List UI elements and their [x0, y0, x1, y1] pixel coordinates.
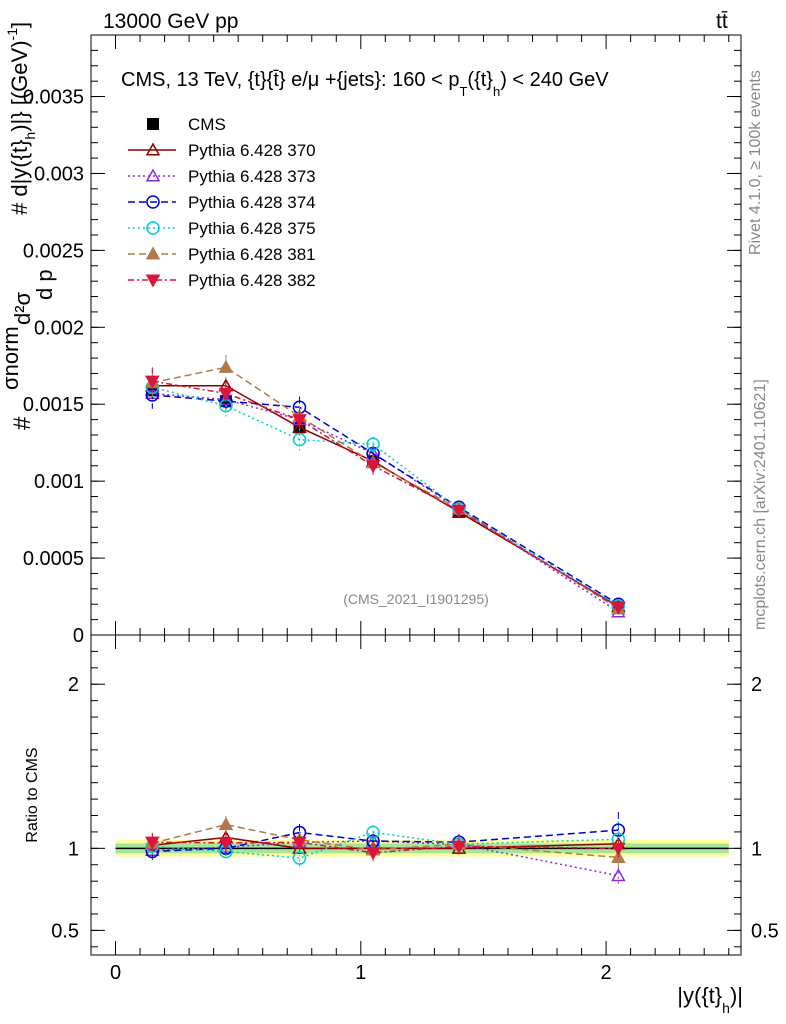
y-label-top: # d|y({t}h)|} [(GeV)-1]: [4, 22, 38, 215]
series-line: [152, 380, 619, 608]
x-tick-label: 1: [355, 962, 366, 984]
series-point: [292, 432, 307, 447]
ratio-series-line: [152, 836, 619, 850]
ratio-point: [292, 851, 307, 865]
series-line: [152, 392, 619, 613]
ratio-y-tick-label-right: 1: [751, 838, 762, 860]
ratio-y-label: Ratio to CMS: [24, 747, 41, 842]
series-point: [292, 419, 307, 433]
y-tick-label: 0.003: [34, 163, 84, 185]
ratio-point: [218, 817, 234, 831]
legend-label: Pythia 6.428 381: [188, 245, 316, 264]
y-label-hash: #: [9, 416, 36, 430]
ratio-point: [451, 840, 467, 854]
legend-label: Pythia 6.428 373: [188, 167, 316, 186]
ratio-series-line: [152, 829, 619, 853]
series-line: [152, 385, 619, 608]
legend-marker: [145, 168, 161, 182]
x-axis-label: |y({t}h)|: [677, 983, 743, 1016]
y-label-norm: σnorm: [0, 326, 23, 390]
ratio-point: [366, 825, 380, 840]
header-left: 13000 GeV pp: [103, 10, 238, 33]
y-tick-label: 0.0015: [23, 394, 84, 416]
legend-label: Pythia 6.428 375: [188, 219, 316, 238]
series-point: [218, 359, 234, 373]
ratio-y-tick-label: 0.5: [51, 920, 79, 942]
x-tick-label: 2: [601, 962, 612, 984]
ratio-point: [611, 868, 626, 882]
y-label-den: d p: [32, 269, 57, 300]
ratio-point: [218, 837, 234, 851]
series-point: [611, 601, 626, 615]
y-axis-label: # σnorm d²σ d p # d|y({t}h)|} [(GeV)-1]: [0, 22, 57, 430]
x-tick-label: 0: [110, 962, 121, 984]
y-tick-label: 0.001: [34, 471, 84, 493]
plot-title: CMS, 13 TeV, {t}{t̄} e/μ +{jets}: 160 < …: [121, 69, 609, 99]
series-point: [218, 387, 234, 402]
legend-marker: [145, 246, 161, 260]
series-point: [366, 437, 380, 451]
ratio-y-tick-label-right: 0.5: [751, 920, 779, 942]
y-tick-label: 0: [73, 625, 84, 647]
series-point: [365, 460, 381, 474]
series-point: [145, 375, 160, 389]
ratio-y-tick-label-right: 2: [751, 674, 762, 696]
series-line: [152, 394, 619, 605]
ratio-y-tick-label: 2: [68, 674, 79, 696]
ratio-point: [611, 842, 626, 856]
series-line: [152, 366, 619, 610]
header-right: tt̄: [716, 10, 728, 33]
analysis-watermark: (CMS_2021_I1901295): [343, 591, 489, 607]
legend-label: Pythia 6.428 382: [188, 271, 316, 290]
mcplots-label: mcplots.cern.ch [arXiv:2401.10621]: [752, 379, 769, 630]
ratio-point: [145, 836, 160, 850]
ratio-series-line: [152, 840, 619, 877]
y-label-frac: d²σ: [10, 291, 35, 325]
ratio-series-line: [152, 823, 619, 859]
series-point: [145, 388, 160, 402]
legend-marker: [145, 274, 161, 288]
series-point: [292, 414, 307, 428]
legend-label: Pythia 6.428 374: [188, 193, 316, 212]
ratio-series-line: [152, 841, 619, 854]
y-tick-label: 0.0035: [23, 87, 84, 109]
legend-marker: [145, 142, 161, 156]
series-point: [451, 504, 467, 518]
series-line: [152, 386, 619, 607]
y-tick-label: 0.002: [34, 317, 84, 339]
legend-label: Pythia 6.428 370: [188, 141, 316, 160]
y-tick-label: 0.0025: [23, 240, 84, 262]
legend-marker-cms: [147, 118, 159, 130]
rivet-label: Rivet 4.1.0, ≥ 100k events: [747, 70, 764, 255]
ratio-frame: [90, 634, 742, 956]
ratio-point: [292, 836, 307, 850]
legend-marker: [146, 195, 160, 209]
ratio-y-tick-label: 1: [68, 838, 79, 860]
legend-label-cms: CMS: [188, 115, 226, 134]
y-tick-label: 0.0005: [23, 548, 84, 570]
legend-marker: [146, 221, 160, 235]
ratio-point: [365, 847, 381, 861]
